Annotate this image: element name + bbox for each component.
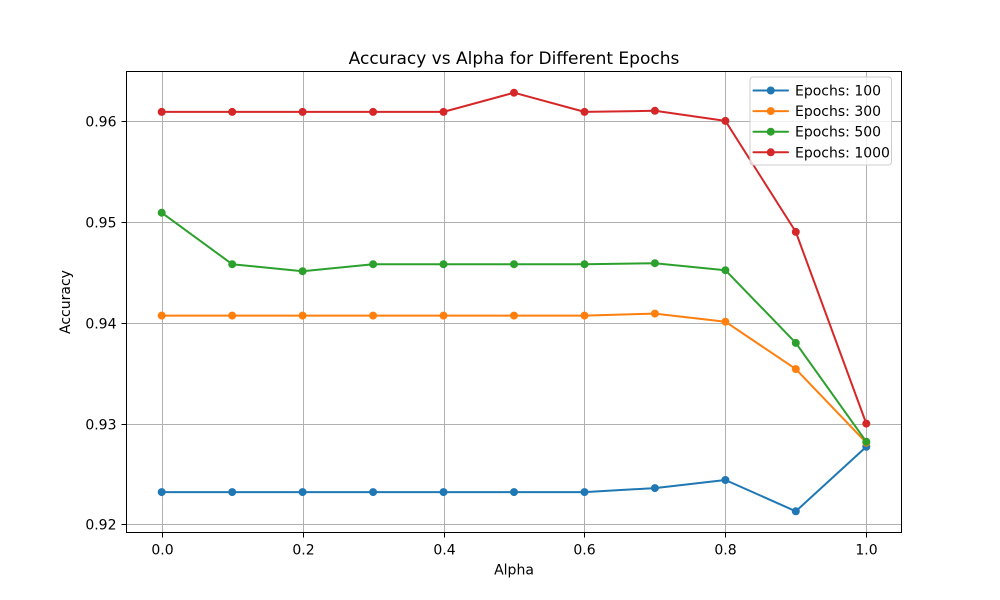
series-marker-epochs-500: [721, 266, 730, 275]
series-marker-epochs-100: [439, 488, 448, 497]
series-marker-epochs-1000: [228, 107, 237, 116]
plot-border: [126, 71, 902, 533]
series-marker-epochs-100: [510, 488, 518, 497]
y-tick-label: 0.94: [85, 317, 116, 333]
series-marker-epochs-300: [721, 317, 730, 326]
series-marker-epochs-1000: [721, 116, 730, 125]
legend-marker-epochs-500: [766, 127, 775, 136]
legend-label-epochs-1000: Epochs: 1000: [795, 145, 890, 161]
y-tick-label: 0.95: [85, 216, 116, 232]
series-marker-epochs-1000: [510, 88, 518, 97]
series-marker-epochs-500: [157, 208, 166, 217]
series-marker-epochs-500: [862, 437, 871, 446]
x-tick-label: 0.8: [714, 543, 736, 559]
legend-label-epochs-300: Epochs: 300: [795, 104, 881, 120]
chart-title: Accuracy vs Alpha for Different Epochs: [349, 49, 680, 69]
series-marker-epochs-500: [369, 260, 378, 269]
series-marker-epochs-300: [228, 311, 237, 320]
series-marker-epochs-1000: [439, 107, 448, 116]
series-marker-epochs-500: [298, 267, 307, 276]
series-marker-epochs-100: [228, 488, 237, 497]
series-marker-epochs-100: [721, 476, 730, 484]
x-tick-label: 0.0: [151, 543, 173, 559]
series-marker-epochs-300: [439, 311, 448, 320]
series-marker-epochs-500: [580, 260, 589, 269]
series-marker-epochs-100: [298, 488, 307, 497]
y-tick-label: 0.93: [85, 418, 116, 434]
legend-box: [749, 76, 892, 166]
series-marker-epochs-500: [439, 260, 448, 269]
x-tick-label: 1.0: [855, 543, 877, 559]
series-marker-epochs-1000: [862, 419, 871, 428]
series-marker-epochs-300: [791, 365, 800, 374]
series-marker-epochs-300: [298, 311, 307, 320]
x-tick-label: 0.4: [433, 543, 455, 559]
series-marker-epochs-1000: [298, 107, 307, 116]
series-marker-epochs-100: [369, 488, 378, 497]
legend-marker-epochs-300: [766, 107, 775, 116]
series-marker-epochs-100: [157, 488, 166, 497]
x-tick-label: 0.6: [573, 543, 595, 559]
y-axis-label: Accuracy: [58, 270, 74, 334]
series-marker-epochs-300: [650, 309, 659, 318]
series-marker-epochs-300: [510, 311, 518, 320]
series-marker-epochs-1000: [791, 227, 800, 236]
series-marker-epochs-500: [650, 259, 659, 268]
series-marker-epochs-500: [510, 260, 518, 269]
series-marker-epochs-100: [650, 484, 659, 493]
x-tick-label: 0.2: [292, 543, 314, 559]
y-tick-label: 0.92: [85, 518, 116, 534]
series-marker-epochs-300: [369, 311, 378, 320]
y-tick-label: 0.96: [85, 115, 116, 131]
series-marker-epochs-100: [791, 507, 800, 516]
legend-marker-epochs-100: [766, 86, 775, 95]
series-marker-epochs-500: [228, 260, 237, 269]
series-marker-epochs-100: [580, 488, 589, 497]
legend-label-epochs-500: Epochs: 500: [795, 125, 881, 141]
series-marker-epochs-1000: [157, 107, 166, 116]
series-marker-epochs-1000: [580, 107, 589, 116]
series-marker-epochs-300: [157, 311, 166, 320]
series-marker-epochs-500: [791, 338, 800, 347]
series-marker-epochs-1000: [650, 106, 659, 115]
legend-marker-epochs-1000: [766, 148, 775, 157]
legend-label-epochs-100: Epochs: 100: [795, 84, 881, 100]
series-marker-epochs-1000: [369, 107, 378, 116]
x-axis-label: Alpha: [494, 563, 534, 579]
series-marker-epochs-300: [580, 311, 589, 320]
